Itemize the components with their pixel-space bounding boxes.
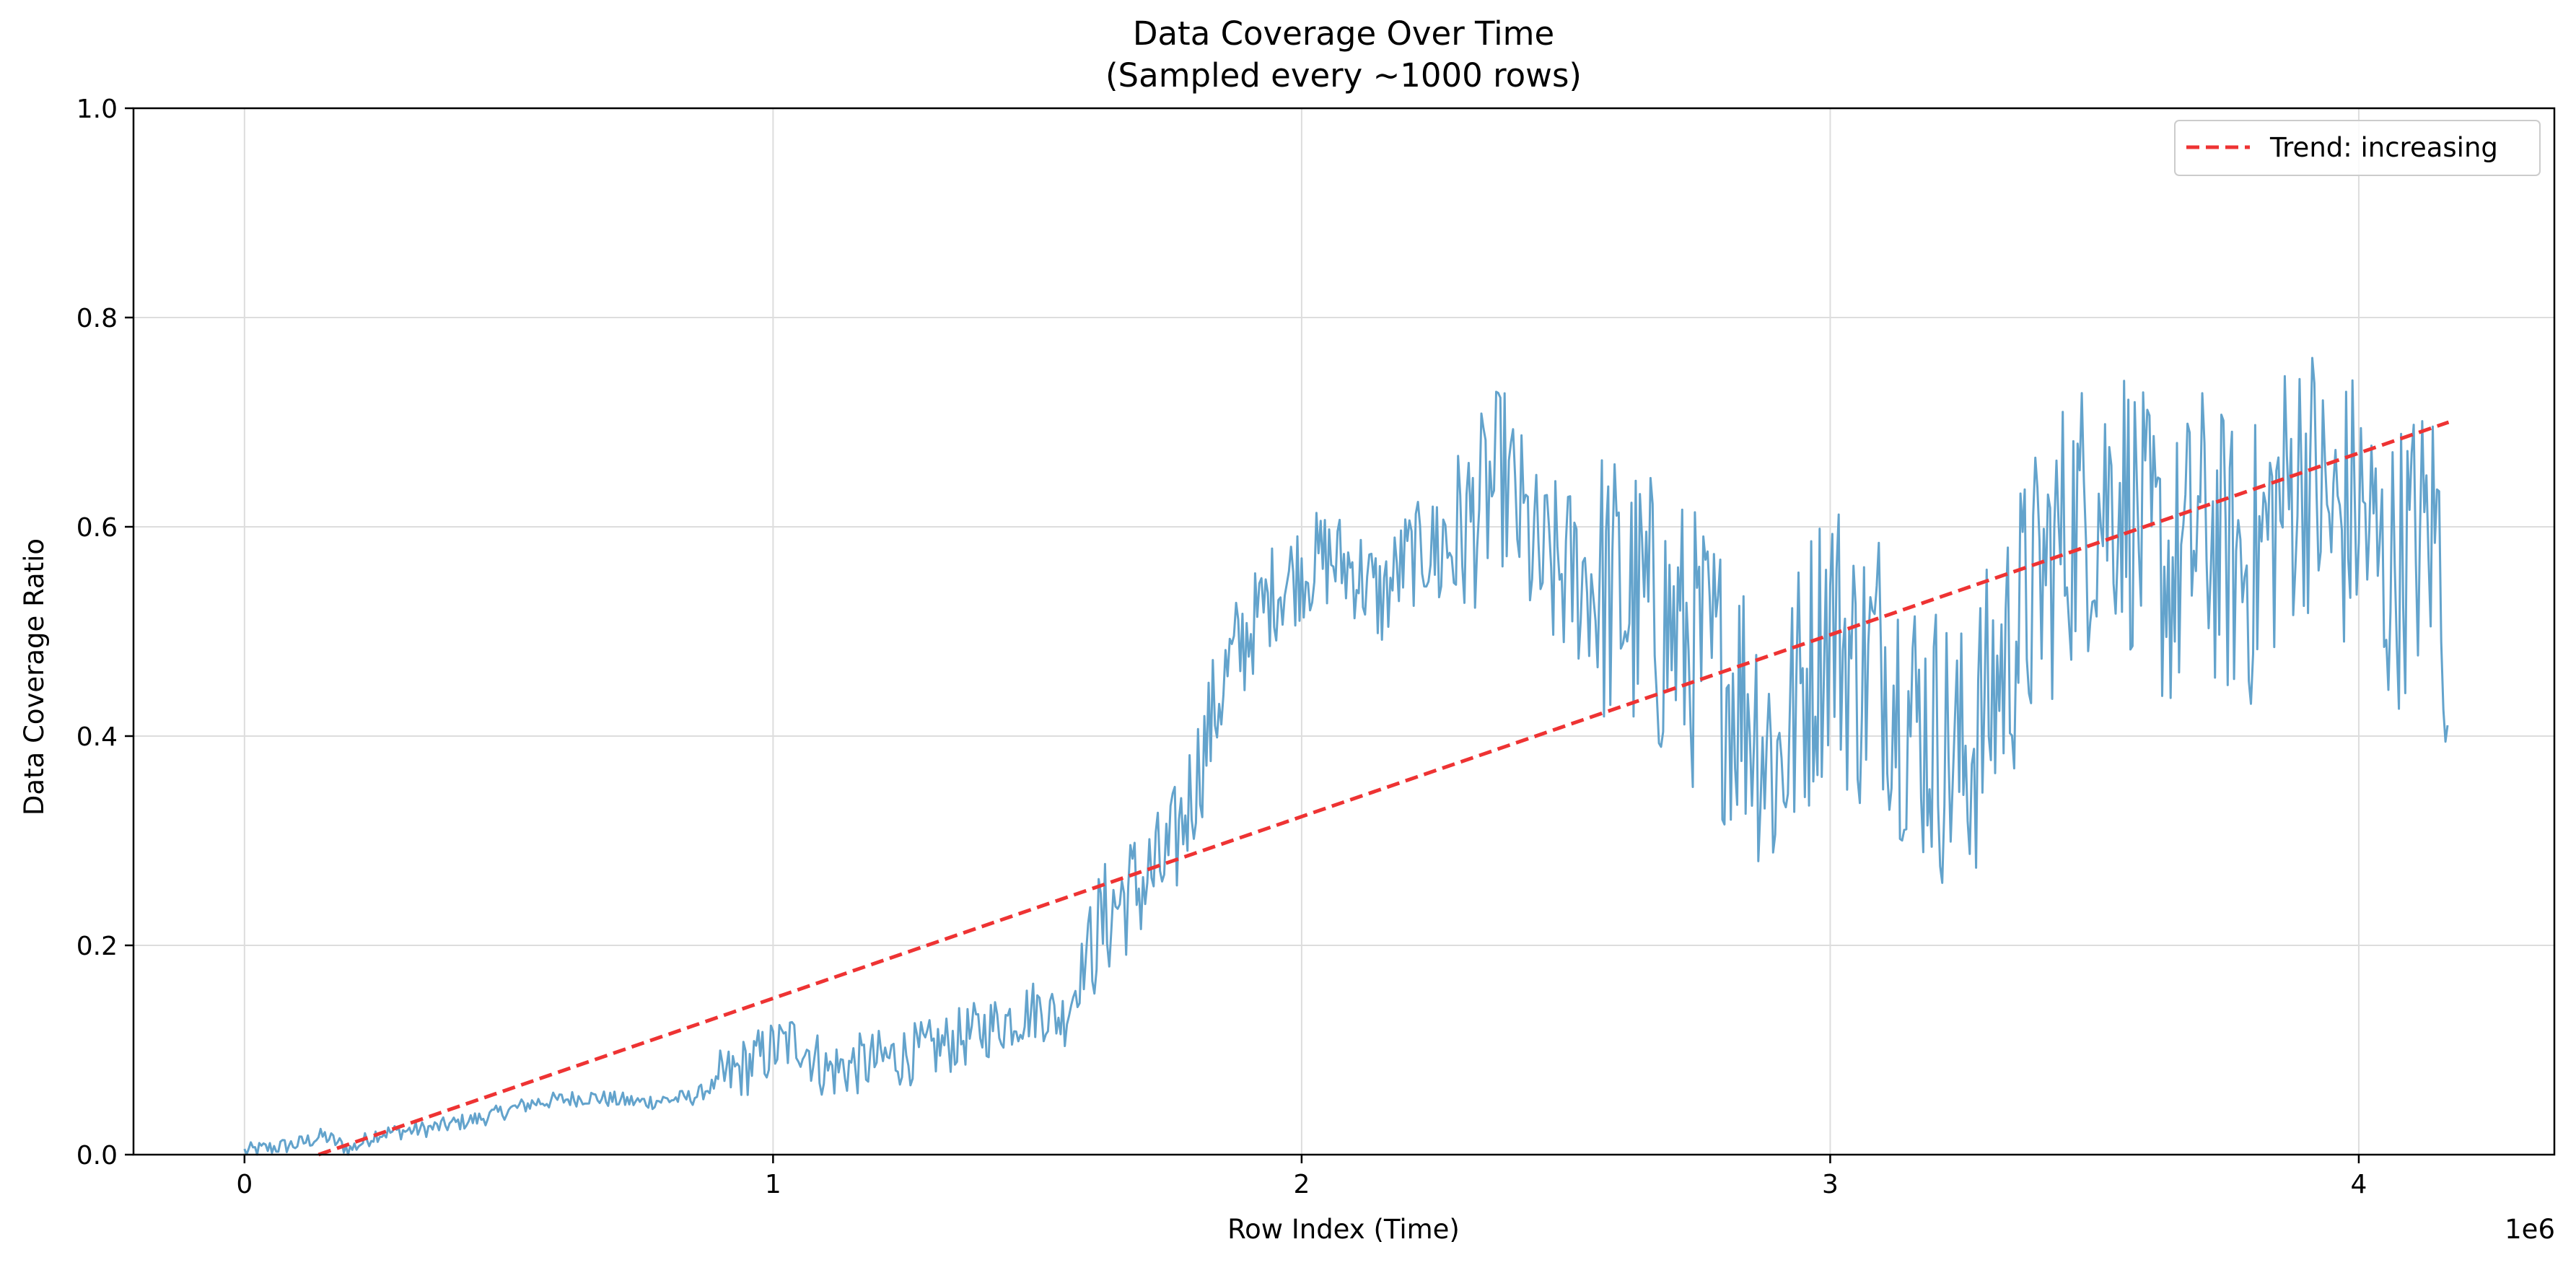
coverage-series-line <box>243 356 2449 1156</box>
y-tick-label: 0.0 <box>76 1141 118 1171</box>
y-tick-label: 0.8 <box>76 304 118 333</box>
x-tick-label: 1 <box>765 1170 781 1199</box>
x-tick-label: 2 <box>1293 1170 1310 1199</box>
x-tick-label: 0 <box>236 1170 253 1199</box>
legend-trend-label: Trend: increasing <box>2269 132 2498 163</box>
y-tick-label: 0.6 <box>76 513 118 543</box>
legend: Trend: increasing <box>2174 120 2541 176</box>
x-tick-label: 3 <box>1822 1170 1839 1199</box>
y-tick-label: 1.0 <box>76 95 118 124</box>
x-axis-ticks: 0 1 2 3 4 <box>236 1155 2367 1199</box>
x-axis-label: Row Index (Time) <box>1227 1214 1460 1245</box>
x-tick-label: 4 <box>2351 1170 2367 1199</box>
y-tick-label: 0.4 <box>76 722 118 752</box>
y-axis-ticks: 0.0 0.2 0.4 0.6 0.8 1.0 <box>76 95 133 1171</box>
x-offset-label: 1e6 <box>2505 1214 2555 1245</box>
chart-title-line1: Data Coverage Over Time <box>1133 14 1554 53</box>
plot-frame <box>132 107 2556 1156</box>
plot-area <box>243 356 2450 1157</box>
chart-title-line2: (Sampled every ~1000 rows) <box>1105 56 1582 95</box>
legend-box <box>2174 120 2541 176</box>
y-axis-label: Data Coverage Ratio <box>19 538 50 815</box>
trend-line <box>317 420 2450 1157</box>
y-tick-label: 0.2 <box>76 932 118 961</box>
